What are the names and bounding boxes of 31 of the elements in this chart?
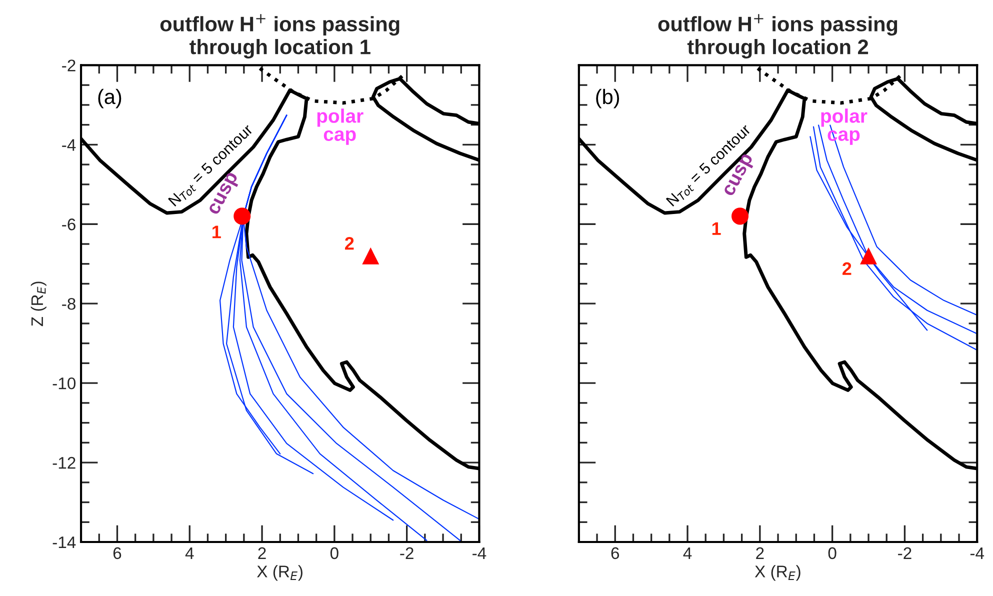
y-tick-label: -12 xyxy=(52,456,76,469)
x-tick-label: -4 xyxy=(970,547,984,559)
annotation: (b) xyxy=(596,88,620,108)
x-tick-label: 6 xyxy=(611,547,620,560)
x-tick-label: -2 xyxy=(400,547,414,559)
y-tick-label: -14 xyxy=(52,536,76,548)
y-axis-title: Z (R$_{E}$) xyxy=(30,282,46,326)
annotation: (a) xyxy=(98,88,122,108)
x-tick-label: -4 xyxy=(472,547,486,559)
chart-title: outflow H$^{+}$ ions passing through location 2 xyxy=(658,14,898,59)
annotation: 1 xyxy=(712,222,721,235)
annotation: 2 xyxy=(345,237,354,250)
annotation: 1 xyxy=(212,226,221,238)
annotation: 2 xyxy=(842,262,852,275)
x-tick-label: 2 xyxy=(258,547,266,559)
x-tick-label: 0 xyxy=(828,547,836,560)
annotation: polar cap xyxy=(317,108,364,145)
y-tick-label: -6 xyxy=(62,218,76,230)
x-axis-title: X (R$_{E}$) xyxy=(754,565,800,581)
x-tick-label: 4 xyxy=(683,547,692,559)
x-tick-label: 0 xyxy=(330,547,338,560)
y-tick-label: -8 xyxy=(62,298,76,310)
x-tick-label: 2 xyxy=(756,547,764,559)
chart-title: outflow H$^{+}$ ions passing through location 1 xyxy=(160,14,400,59)
y-tick-label: -4 xyxy=(62,139,76,151)
y-tick-label: -10 xyxy=(52,377,76,390)
x-tick-label: 6 xyxy=(113,547,122,560)
x-tick-label: 4 xyxy=(185,547,194,559)
y-tick-label: -2 xyxy=(62,60,76,72)
x-axis-title: X (R$_{E}$) xyxy=(257,565,302,581)
x-tick-label: -2 xyxy=(898,547,912,559)
